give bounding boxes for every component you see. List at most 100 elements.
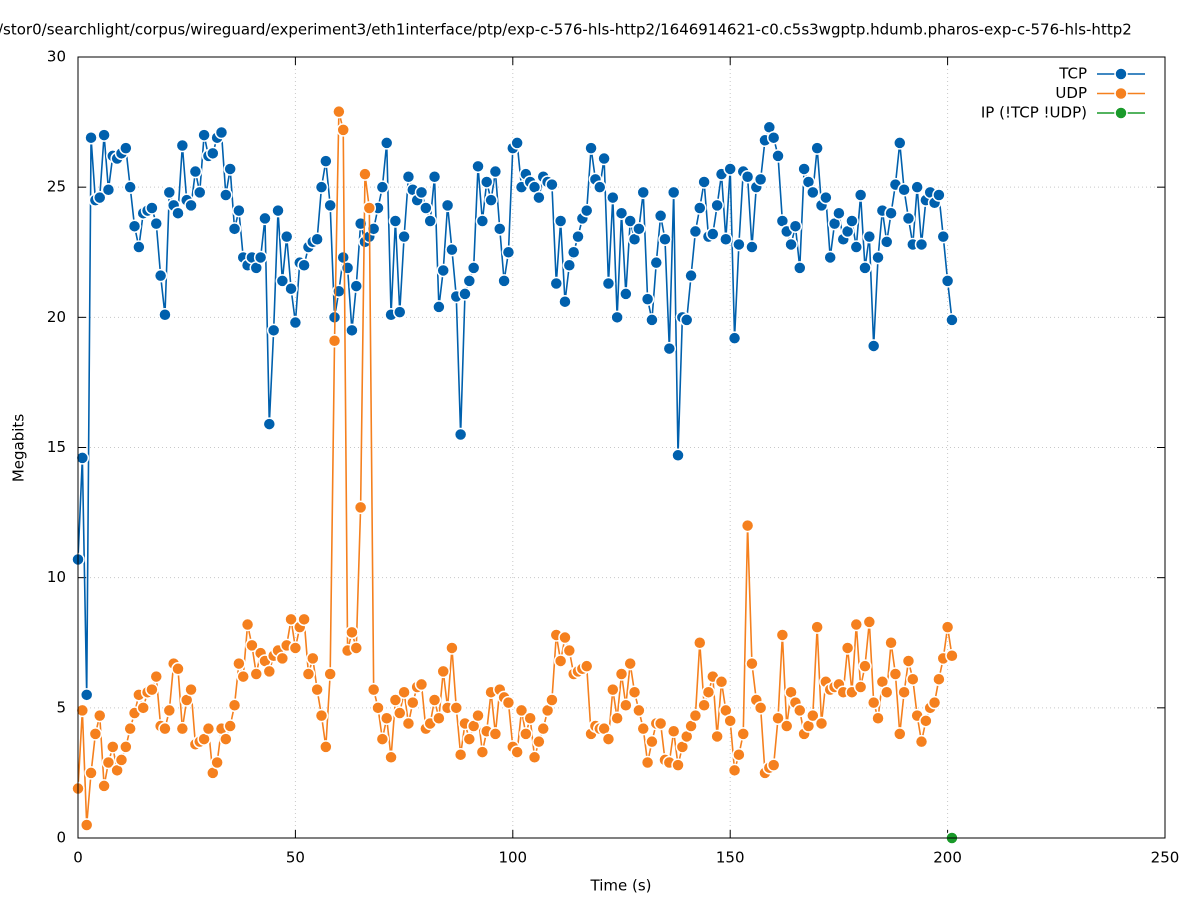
- data-point: [532, 734, 546, 749]
- data-point: [206, 146, 220, 161]
- data-point: [319, 154, 333, 168]
- data-point: [940, 620, 955, 634]
- data-point: [514, 703, 529, 718]
- data-point: [623, 656, 637, 671]
- data-point: [458, 287, 472, 301]
- data-point: [475, 745, 490, 759]
- data-point: [553, 654, 568, 668]
- legend-label: UDP: [1055, 84, 1087, 102]
- data-point: [479, 175, 494, 189]
- data-point: [75, 451, 90, 465]
- data-point: [92, 708, 107, 723]
- data-point: [819, 190, 833, 205]
- data-point: [223, 719, 237, 733]
- data-point: [371, 701, 385, 715]
- data-point: [358, 167, 372, 181]
- data-point: [288, 315, 303, 330]
- data-point: [227, 222, 242, 236]
- data-point: [536, 721, 550, 736]
- data-point: [636, 721, 650, 736]
- data-point: [645, 734, 659, 749]
- data-point: [688, 708, 703, 723]
- data-point: [288, 641, 303, 655]
- data-point: [445, 242, 459, 257]
- data-point: [192, 185, 207, 200]
- data-point: [249, 667, 264, 681]
- data-point: [579, 203, 594, 218]
- data-point: [501, 245, 516, 259]
- data-point: [379, 136, 394, 150]
- data-point: [101, 755, 116, 770]
- data-point: [745, 240, 759, 254]
- data-point: [862, 229, 877, 244]
- data-point: [275, 651, 290, 666]
- data-point: [153, 268, 168, 283]
- data-point: [319, 740, 333, 754]
- data-point: [201, 721, 216, 736]
- data-point: [432, 300, 446, 314]
- data-point: [593, 180, 607, 194]
- legend-marker: [1114, 86, 1128, 101]
- data-point: [327, 334, 342, 348]
- data-point: [158, 307, 172, 322]
- data-point: [619, 287, 633, 301]
- data-point: [884, 636, 898, 650]
- data-point: [610, 310, 624, 325]
- data-point: [284, 612, 298, 627]
- data-point: [427, 170, 442, 184]
- data-point: [562, 258, 577, 273]
- data-point: [440, 198, 455, 213]
- data-point: [779, 719, 794, 733]
- data-point: [310, 232, 324, 246]
- data-point: [840, 641, 855, 655]
- data-point: [223, 162, 237, 176]
- data-point: [375, 180, 390, 194]
- data-point: [723, 714, 737, 728]
- data-point: [253, 250, 268, 265]
- data-point: [553, 214, 568, 228]
- data-point: [640, 755, 655, 770]
- data-point: [653, 209, 668, 223]
- data-point: [240, 617, 255, 632]
- data-point: [340, 261, 355, 275]
- data-point: [406, 695, 420, 710]
- data-point: [149, 669, 164, 684]
- data-point: [466, 261, 481, 275]
- data-point: [662, 341, 677, 356]
- data-point: [184, 682, 198, 697]
- data-point: [488, 164, 503, 179]
- data-point: [145, 201, 159, 215]
- data-point: [384, 750, 398, 765]
- data-point: [866, 339, 881, 353]
- data-point: [858, 659, 872, 673]
- data-point: [332, 104, 346, 119]
- data-point: [214, 125, 229, 140]
- data-point: [297, 612, 311, 627]
- data-point: [606, 682, 620, 697]
- data-point: [806, 185, 820, 200]
- data-point: [893, 727, 907, 741]
- data-point: [123, 721, 137, 736]
- data-point: [562, 643, 577, 658]
- data-point: [314, 180, 329, 194]
- data-point: [119, 740, 133, 754]
- data-point: [414, 185, 429, 200]
- legend-label: IP (!TCP !UDP): [981, 104, 1087, 122]
- data-point: [484, 193, 498, 207]
- data-point: [736, 727, 750, 741]
- data-point: [693, 636, 707, 650]
- data-point: [362, 201, 377, 215]
- data-point: [101, 183, 116, 197]
- data-point: [719, 232, 733, 246]
- data-point: [753, 701, 768, 715]
- data-point: [666, 185, 681, 200]
- data-point: [262, 664, 277, 679]
- legend-marker: [1114, 106, 1128, 120]
- data-point: [601, 732, 616, 746]
- data-point: [910, 180, 924, 194]
- data-point: [92, 190, 107, 205]
- data-point: [227, 698, 242, 712]
- data-point: [545, 693, 559, 707]
- data-point: [784, 237, 798, 252]
- data-point: [597, 151, 611, 166]
